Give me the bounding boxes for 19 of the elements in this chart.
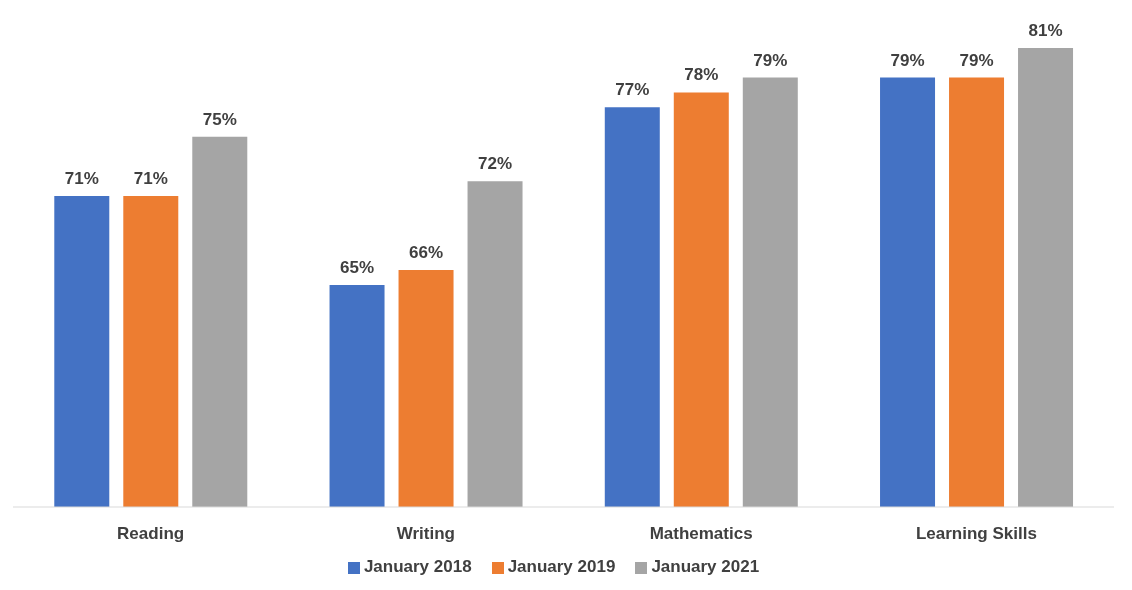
data-label: 65% [340, 257, 375, 277]
data-label: 72% [478, 154, 513, 174]
x-tick-label: Writing [396, 524, 455, 544]
x-tick-label: Mathematics [649, 524, 753, 544]
data-label: 71% [64, 169, 99, 189]
data-label: 79% [753, 50, 788, 70]
data-label: 77% [615, 80, 650, 100]
legend-label: January 2019 [507, 557, 616, 576]
data-label: 79% [890, 50, 925, 70]
data-label: 71% [133, 169, 168, 189]
data-label: 66% [409, 243, 444, 263]
data-label: 78% [684, 65, 719, 85]
x-tick-label: Learning Skills [915, 524, 1037, 544]
data-label: 75% [202, 109, 237, 129]
data-label: 81% [1028, 21, 1063, 40]
data-label: 79% [959, 50, 994, 70]
x-tick-label: Reading [117, 524, 185, 544]
legend-label: January 2021 [651, 557, 760, 576]
legend-label: January 2018 [363, 557, 472, 576]
